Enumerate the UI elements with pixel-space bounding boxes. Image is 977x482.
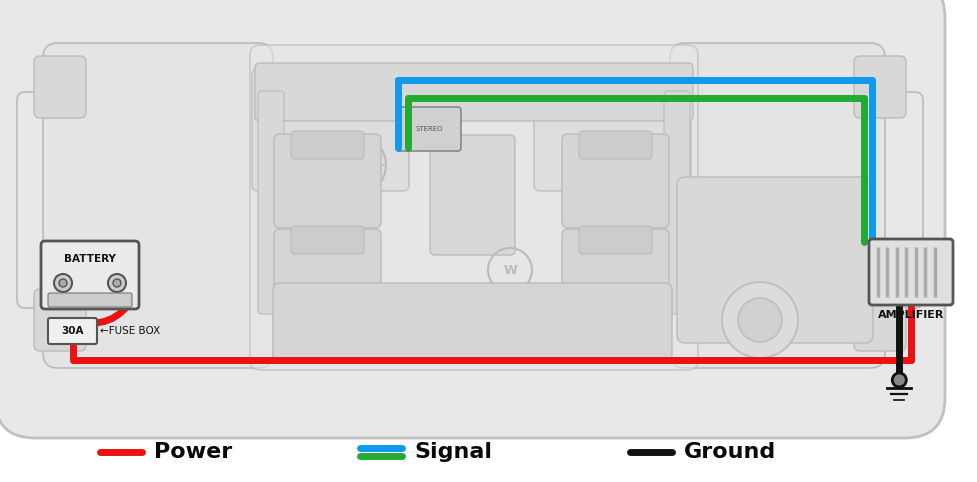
Circle shape (113, 279, 121, 287)
FancyBboxPatch shape (48, 318, 97, 344)
FancyBboxPatch shape (876, 92, 922, 308)
Text: Ground: Ground (683, 442, 776, 462)
FancyBboxPatch shape (252, 69, 408, 191)
FancyBboxPatch shape (48, 293, 132, 307)
FancyBboxPatch shape (669, 43, 884, 368)
FancyBboxPatch shape (34, 289, 86, 351)
FancyBboxPatch shape (578, 226, 652, 254)
Circle shape (346, 155, 365, 175)
FancyBboxPatch shape (562, 134, 668, 228)
Circle shape (59, 279, 67, 287)
Text: W: W (502, 264, 517, 277)
Text: STEREO: STEREO (415, 126, 443, 132)
FancyBboxPatch shape (250, 45, 698, 370)
Text: Power: Power (153, 442, 232, 462)
FancyBboxPatch shape (255, 63, 693, 121)
Text: ←FUSE BOX: ←FUSE BOX (100, 326, 160, 336)
FancyBboxPatch shape (562, 229, 668, 323)
FancyBboxPatch shape (663, 91, 690, 314)
FancyBboxPatch shape (43, 43, 273, 368)
FancyBboxPatch shape (274, 229, 381, 323)
Circle shape (738, 298, 782, 342)
FancyBboxPatch shape (533, 69, 691, 191)
Circle shape (54, 274, 72, 292)
FancyBboxPatch shape (273, 283, 671, 362)
FancyBboxPatch shape (676, 177, 872, 343)
Circle shape (107, 274, 126, 292)
Circle shape (891, 373, 906, 387)
FancyBboxPatch shape (291, 131, 363, 159)
Text: Signal: Signal (413, 442, 491, 462)
Circle shape (721, 282, 797, 358)
FancyBboxPatch shape (0, 0, 944, 438)
Text: BATTERY: BATTERY (64, 254, 116, 264)
Text: 30A: 30A (62, 326, 84, 336)
FancyBboxPatch shape (17, 92, 63, 308)
Text: AMPLIFIER: AMPLIFIER (877, 310, 943, 320)
FancyBboxPatch shape (34, 56, 86, 118)
FancyBboxPatch shape (869, 239, 952, 305)
FancyBboxPatch shape (853, 56, 905, 118)
FancyBboxPatch shape (853, 289, 905, 351)
FancyBboxPatch shape (41, 241, 139, 309)
FancyBboxPatch shape (291, 226, 363, 254)
FancyBboxPatch shape (258, 91, 283, 314)
FancyBboxPatch shape (430, 135, 515, 255)
FancyBboxPatch shape (397, 107, 460, 151)
FancyBboxPatch shape (274, 134, 381, 228)
FancyBboxPatch shape (578, 131, 652, 159)
